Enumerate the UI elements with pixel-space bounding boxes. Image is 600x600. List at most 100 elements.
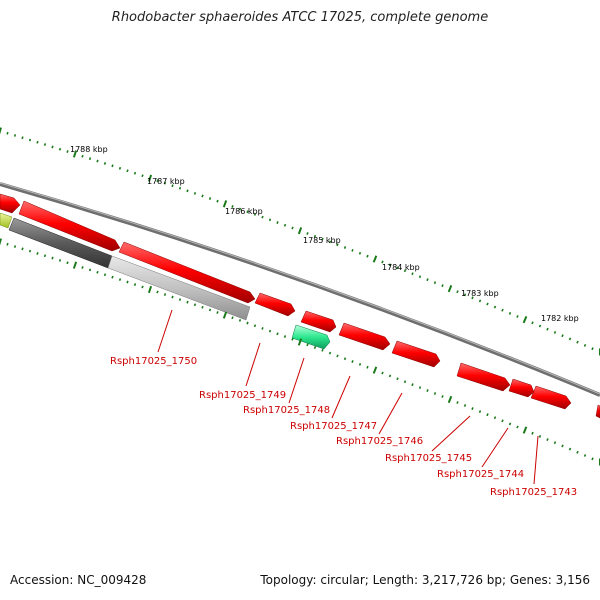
minor-tick: [111, 164, 114, 168]
minor-tick: [43, 254, 47, 258]
minor-tick: [261, 215, 264, 219]
minor-tick: [336, 243, 339, 247]
minor-tick: [328, 351, 332, 355]
major-tick: [297, 227, 303, 235]
scale-label: 1782 kbp: [541, 314, 579, 323]
leader-line: [378, 392, 403, 435]
accession-text: Accession: NC_009428: [10, 573, 147, 587]
minor-tick: [321, 237, 324, 241]
minor-tick: [441, 284, 444, 288]
gene-label: Rsph17025_1748: [243, 405, 330, 416]
major-tick: [222, 311, 228, 319]
minor-tick: [388, 374, 392, 378]
gene-arrow: [508, 378, 535, 398]
scale-label: 1788 kbp: [70, 145, 108, 154]
minor-tick: [516, 315, 519, 318]
minor-tick: [343, 246, 347, 249]
minor-tick: [81, 154, 84, 158]
minor-tick: [231, 205, 234, 208]
major-tick: [147, 174, 153, 182]
minor-tick: [216, 199, 219, 203]
minor-tick: [321, 348, 324, 352]
scale-label: 1783 kbp: [461, 289, 499, 298]
gene-arrow: [338, 322, 391, 351]
minor-tick: [396, 266, 399, 270]
minor-tick: [43, 143, 47, 146]
minor-tick: [456, 290, 459, 294]
minor-tick: [96, 270, 99, 274]
minor-tick: [6, 242, 9, 246]
minor-tick: [471, 407, 474, 411]
minor-tick: [268, 218, 272, 222]
leader-line: [331, 375, 351, 419]
minor-tick: [118, 166, 122, 170]
leader-line: [533, 435, 539, 485]
scale-label: 1786 kbp: [225, 207, 263, 216]
gene-arrow: [595, 404, 600, 419]
minor-tick: [306, 343, 309, 347]
minor-tick: [403, 269, 407, 273]
minor-tick: [501, 419, 504, 423]
major-tick: [522, 426, 528, 434]
minor-tick: [336, 354, 339, 358]
major-tick: [222, 200, 228, 208]
minor-tick: [553, 441, 557, 445]
minor-tick: [388, 263, 392, 267]
gene-arrow: [0, 193, 21, 214]
minor-tick: [463, 404, 467, 407]
scale-label: 1784 kbp: [382, 263, 420, 272]
minor-tick: [133, 283, 137, 286]
other-features: [0, 212, 331, 350]
scale-label: 1785 kbp: [303, 236, 341, 245]
minor-tick: [103, 273, 107, 277]
minor-tick: [561, 334, 564, 338]
leader-line: [157, 309, 173, 353]
major-tick: [0, 238, 2, 246]
minor-tick: [351, 249, 354, 252]
minor-tick: [58, 259, 62, 262]
minor-tick: [396, 377, 399, 381]
genome-summary-text: Topology: circular; Length: 3,217,726 bp…: [260, 573, 590, 587]
minor-tick: [463, 293, 467, 297]
minor-tick: [126, 280, 129, 284]
minor-tick: [418, 386, 422, 389]
minor-tick: [441, 395, 444, 398]
major-tick: [72, 150, 78, 158]
minor-tick: [66, 150, 69, 153]
minor-tick: [366, 365, 369, 369]
gene-arrow: [391, 340, 441, 368]
major-tick: [0, 127, 2, 135]
gene-arrow: [530, 385, 572, 410]
minor-tick: [208, 197, 212, 200]
minor-tick: [276, 221, 279, 224]
minor-tick: [246, 210, 249, 214]
minor-tick: [493, 416, 497, 420]
minor-tick: [381, 371, 384, 375]
minor-tick: [141, 285, 144, 289]
minor-tick: [88, 268, 92, 272]
gene-label: Rsph17025_1744: [437, 469, 524, 480]
major-tick: [372, 255, 378, 263]
backbone-line: [0, 182, 600, 397]
minor-tick: [501, 308, 504, 312]
minor-tick: [208, 308, 212, 312]
minor-tick: [313, 234, 317, 238]
minor-tick: [21, 136, 24, 140]
minor-tick: [171, 295, 174, 299]
leader-line: [431, 415, 471, 452]
minor-tick: [561, 444, 564, 448]
minor-tick: [88, 157, 92, 161]
minor-tick: [576, 340, 579, 344]
minor-tick: [486, 302, 489, 306]
minor-tick: [58, 147, 62, 151]
minor-tick: [186, 300, 189, 304]
minor-tick: [538, 434, 542, 438]
minor-tick: [546, 438, 549, 442]
minor-tick: [193, 192, 197, 195]
gene-arrow: [456, 362, 511, 392]
minor-tick: [291, 226, 294, 230]
minor-tick: [66, 261, 69, 265]
leader-line: [481, 427, 509, 468]
minor-tick: [201, 305, 204, 309]
minor-tick: [253, 324, 257, 328]
